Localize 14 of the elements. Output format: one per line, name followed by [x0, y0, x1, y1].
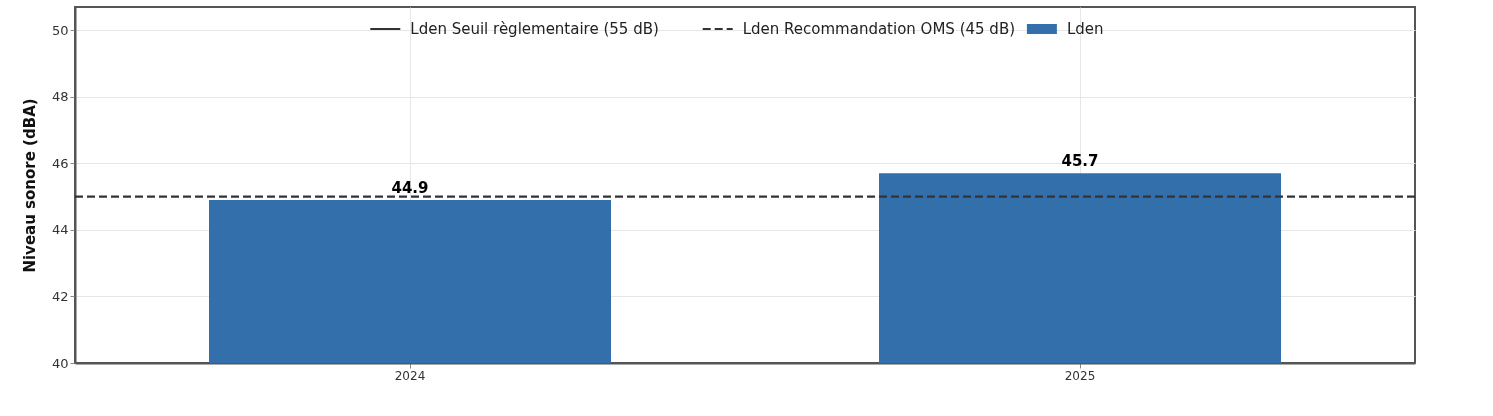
data-label: 45.7: [1061, 152, 1099, 171]
x-tick-label: 2024: [394, 368, 426, 383]
y-tick-label: 44: [51, 222, 69, 238]
y-tick-label: 42: [51, 288, 69, 304]
annotation: Lden Seuil règlementaire (55 dB): [410, 20, 659, 38]
y-tick-label: 46: [51, 155, 69, 171]
y-tick-label: 48: [51, 89, 69, 105]
y-axis-title: Niveau sonore (dBA): [20, 98, 39, 273]
y-tick-label: 50: [51, 22, 69, 38]
data-label: 44.9: [391, 178, 429, 197]
y-tick-label: 40: [51, 355, 69, 371]
legend-label: Lden: [1066, 20, 1104, 38]
x-tick-label: 2025: [1064, 368, 1096, 383]
legend-label: Lden Recommandation OMS (45 dB): [742, 20, 1016, 38]
